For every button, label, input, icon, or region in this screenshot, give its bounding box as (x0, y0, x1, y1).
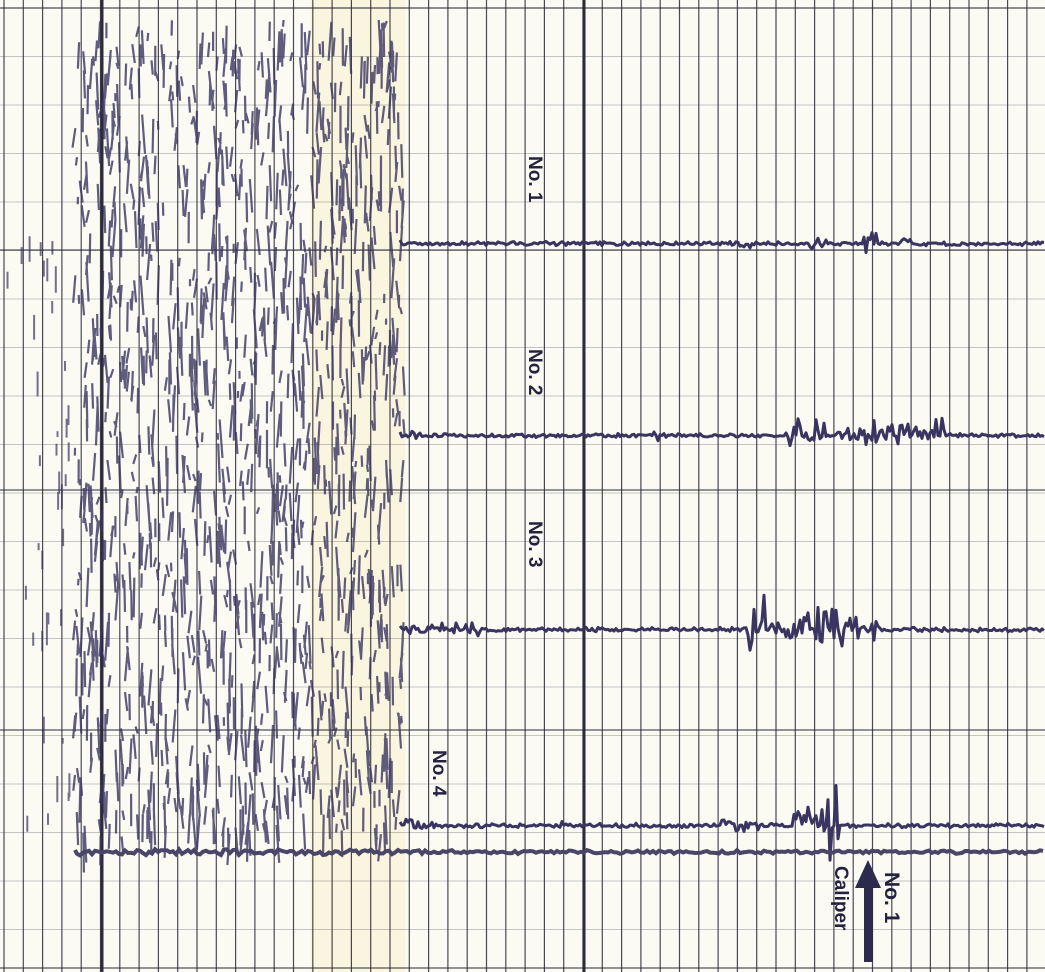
trace-line-3 (398, 593, 1045, 652)
caliper-number-label: No. 1 (880, 872, 903, 924)
caliper-marker: No. 1 Caliper (830, 860, 903, 962)
margin-marks (6, 236, 71, 832)
trace-line-2 (398, 416, 1045, 448)
trace-group (73, 231, 1045, 862)
noise-marks (71, 19, 406, 873)
label-no1: No. 1 (524, 156, 545, 203)
caliper-trace (73, 845, 1044, 858)
label-no4: No. 4 (428, 750, 449, 797)
trace-line-4 (398, 784, 1045, 862)
caliper-label: Caliper (830, 866, 851, 931)
trace-line-1 (398, 231, 1045, 255)
pre-record-noise (6, 19, 406, 873)
label-no3: No. 3 (524, 521, 545, 567)
label-no2: No. 2 (524, 349, 545, 395)
up-arrow-icon (855, 860, 881, 962)
